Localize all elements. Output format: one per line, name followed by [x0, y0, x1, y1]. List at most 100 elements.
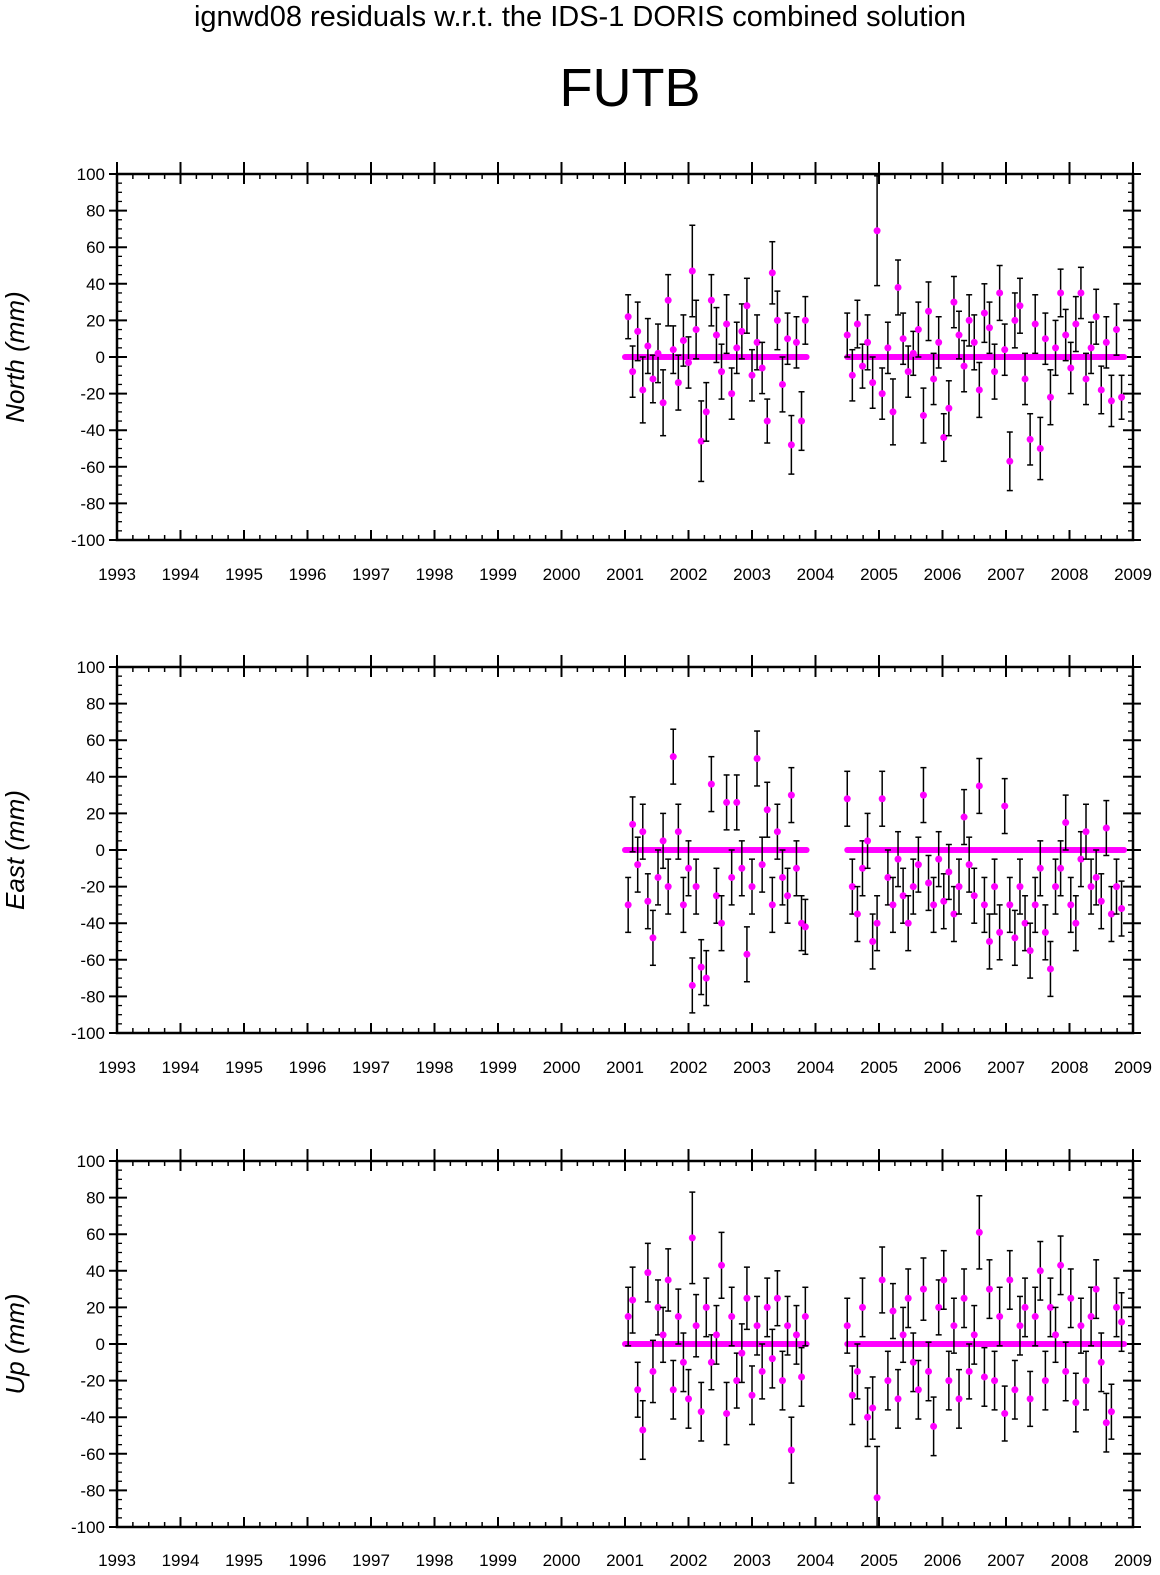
x-tick-label: 1997 — [352, 1551, 390, 1570]
baseline-point — [803, 847, 810, 853]
data-point — [634, 861, 642, 869]
y-tick-label: -80 — [80, 987, 105, 1006]
data-point — [1067, 901, 1075, 909]
x-tick-label: 2007 — [987, 1551, 1025, 1570]
data-point — [955, 883, 963, 891]
y-tick-label: 80 — [86, 1189, 105, 1208]
y-axis-label: North (mm) — [0, 291, 30, 422]
data-point — [843, 1322, 851, 1330]
data-point — [639, 1426, 647, 1434]
data-point — [707, 296, 715, 304]
data-point — [1031, 901, 1039, 909]
data-point — [970, 1331, 978, 1339]
data-point — [1041, 928, 1049, 936]
data-point — [738, 864, 746, 872]
y-tick-label: 100 — [77, 165, 105, 184]
data-point — [884, 344, 892, 352]
data-point — [1102, 338, 1110, 346]
data-point — [748, 883, 756, 891]
x-tick-label: 1994 — [162, 565, 200, 584]
data-point — [697, 963, 705, 971]
data-point — [1016, 302, 1024, 310]
x-tick-label: 1993 — [98, 565, 136, 584]
data-point — [733, 344, 741, 352]
data-point — [970, 892, 978, 900]
x-tick-label: 2008 — [1051, 1551, 1089, 1570]
data-point — [792, 864, 800, 872]
data-point — [843, 795, 851, 803]
data-point — [629, 820, 637, 828]
y-axis-label: East (mm) — [0, 790, 30, 910]
data-point — [1097, 1358, 1105, 1366]
data-point — [763, 1303, 771, 1311]
data-point — [654, 1303, 662, 1311]
data-point — [873, 919, 881, 927]
x-tick-label: 1994 — [162, 1058, 200, 1077]
x-tick-label: 1999 — [479, 1058, 517, 1077]
data-point — [758, 364, 766, 372]
x-tick-label: 1996 — [289, 1058, 327, 1077]
data-point — [873, 227, 881, 235]
data-point — [1001, 346, 1009, 354]
y-tick-label: 40 — [86, 275, 105, 294]
y-tick-label: 40 — [86, 768, 105, 787]
data-point — [649, 1367, 657, 1375]
data-point — [889, 901, 897, 909]
x-tick-label: 1994 — [162, 1551, 200, 1570]
data-point — [991, 368, 999, 376]
data-point — [1021, 1303, 1029, 1311]
data-point — [679, 901, 687, 909]
data-point — [904, 368, 912, 376]
y-tick-label: 60 — [86, 731, 105, 750]
data-point — [688, 1234, 696, 1242]
data-point — [930, 375, 938, 383]
data-point — [1052, 1331, 1060, 1339]
data-point — [904, 919, 912, 927]
data-point — [664, 883, 672, 891]
data-point — [743, 302, 751, 310]
data-point — [1026, 947, 1034, 955]
data-point — [1097, 386, 1105, 394]
data-point — [1001, 802, 1009, 810]
data-point — [960, 362, 968, 370]
data-point — [889, 408, 897, 416]
data-point — [801, 316, 809, 324]
data-point — [784, 892, 792, 900]
data-point — [853, 910, 861, 918]
data-point — [1011, 1386, 1019, 1394]
data-point — [1107, 397, 1115, 405]
data-point — [1112, 883, 1120, 891]
data-point — [1052, 883, 1060, 891]
x-tick-label: 1996 — [289, 565, 327, 584]
data-point — [624, 313, 632, 321]
data-point — [738, 1349, 746, 1357]
x-tick-label: 1997 — [352, 565, 390, 584]
data-point — [996, 928, 1004, 936]
data-series — [622, 175, 1128, 492]
data-point — [1057, 864, 1065, 872]
data-point — [894, 1395, 902, 1403]
data-point — [669, 753, 677, 761]
data-point — [909, 1358, 917, 1366]
y-tick-label: -20 — [80, 1372, 105, 1391]
data-point — [674, 379, 682, 387]
data-point — [965, 1367, 973, 1375]
y-tick-label: 0 — [96, 348, 105, 367]
data-point — [1026, 435, 1034, 443]
data-point — [784, 1322, 792, 1330]
x-tick-label: 2001 — [606, 565, 644, 584]
data-point — [955, 1395, 963, 1403]
data-point — [758, 1367, 766, 1375]
data-point — [940, 1276, 948, 1284]
data-point — [975, 1228, 983, 1236]
data-point — [702, 974, 710, 982]
y-tick-label: -40 — [80, 914, 105, 933]
data-point — [869, 379, 877, 387]
data-point — [787, 791, 795, 799]
data-point — [853, 320, 861, 328]
data-point — [654, 349, 662, 357]
data-point — [1026, 1395, 1034, 1403]
data-point — [935, 1303, 943, 1311]
y-tick-label: 100 — [77, 658, 105, 677]
data-point — [1006, 901, 1014, 909]
